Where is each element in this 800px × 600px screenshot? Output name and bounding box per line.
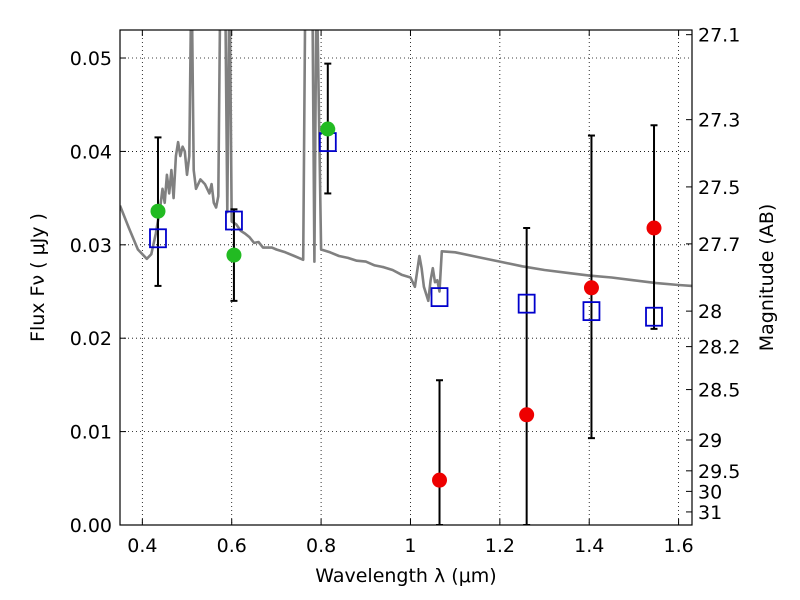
y2-tick-label: 27.1: [698, 25, 740, 47]
y2-tick-label: 29.5: [698, 461, 740, 483]
x-tick-label: 0.4: [127, 535, 157, 557]
y-tick-label: 0.04: [70, 141, 112, 163]
x-tick-label: 0.8: [306, 535, 336, 557]
y-tick-label: 0.05: [70, 48, 112, 70]
y2-tick-label: 28.2: [698, 337, 740, 359]
axis-ticks: 0.4 0.6 0.8 1 1.2 1.4 1.6 0.00 0.01 0.02 0.03 0.04 0…: [70, 25, 741, 557]
y-axis-title: Flux Fν ( μJy ): [27, 213, 49, 342]
detection-point: [150, 203, 166, 219]
model-band-square: [645, 306, 663, 327]
x-tick-label: 0.6: [217, 535, 247, 557]
y2-tick-label: 28: [698, 301, 722, 323]
red-point: [432, 472, 448, 488]
y2-tick-label: 29: [698, 430, 722, 452]
y-tick-label: 0.01: [70, 422, 112, 444]
detection-point: [226, 247, 242, 263]
y2-tick-label: 28.5: [698, 380, 740, 402]
model-band-square: [149, 228, 167, 249]
x-tick-label: 1: [404, 535, 416, 557]
y2-tick-label: 27.5: [698, 177, 740, 199]
y2-tick-label: 27.7: [698, 234, 740, 256]
x-tick-label: 1.6: [663, 535, 693, 557]
y2-axis-title: Magnitude (AB): [756, 204, 778, 352]
detection-point: [320, 121, 336, 137]
model-band-square: [517, 293, 536, 314]
red-point: [583, 280, 599, 296]
model-band-square: [430, 287, 449, 308]
y2-tick-label: 30: [698, 481, 722, 503]
x-tick-label: 1.4: [574, 535, 604, 557]
red-point: [519, 407, 535, 423]
y-tick-label: 0.02: [70, 328, 112, 350]
red-point: [646, 220, 662, 236]
y2-tick-label: 27.3: [698, 110, 740, 132]
model-band-square: [582, 301, 601, 322]
model-band-square: [225, 210, 243, 231]
model-spectrum-line: [120, 30, 692, 303]
y-tick-label: 0.00: [70, 515, 112, 537]
y2-tick-label: 31: [698, 502, 722, 524]
y-tick-label: 0.03: [70, 235, 112, 257]
x-tick-label: 1.2: [485, 535, 515, 557]
axes-frame: [119, 29, 693, 526]
plot-area: [120, 30, 692, 525]
x-axis-title: Wavelength λ (μm): [315, 565, 496, 587]
